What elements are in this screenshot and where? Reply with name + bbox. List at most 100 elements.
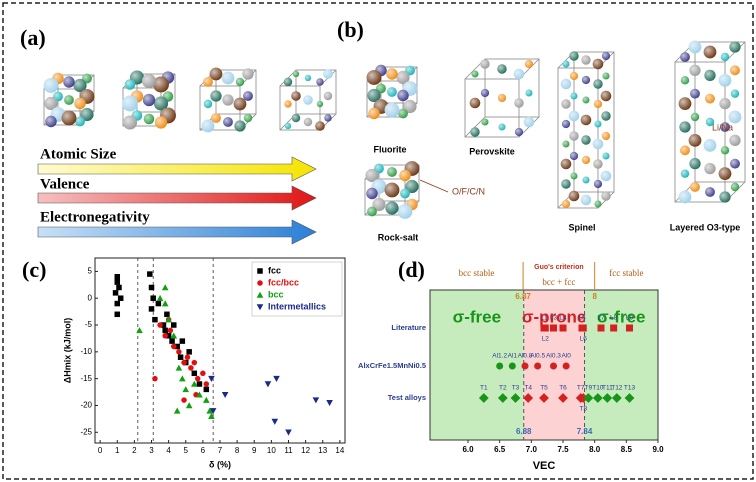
point-label: L7: [597, 315, 605, 322]
guo-bound-label: 8: [592, 292, 597, 301]
marker: [156, 294, 164, 301]
marker: [285, 429, 292, 436]
x-tick-label: 6.5: [494, 445, 506, 454]
atom-shine: [600, 170, 612, 182]
sigma-bound-label: 7.84: [577, 427, 593, 436]
atom-shine: [73, 78, 87, 93]
atom-shine: [283, 77, 293, 87]
atom-shine: [397, 204, 413, 219]
atom-shine: [680, 145, 690, 156]
atom-shine: [233, 97, 247, 111]
atom-shine: [80, 107, 94, 122]
atom-shine: [720, 52, 730, 62]
atom-shine: [688, 133, 702, 147]
atom-shine: [602, 152, 610, 160]
atom-shine: [223, 117, 233, 127]
marker: [114, 279, 121, 285]
marker: [170, 332, 178, 339]
atom-shine: [74, 97, 86, 110]
atom-shine: [678, 97, 692, 111]
marker: [626, 324, 633, 332]
marker: [185, 402, 193, 409]
point-label: Al0.8: [518, 353, 533, 360]
atom-shine: [600, 90, 612, 102]
legend-marker: [256, 291, 264, 298]
marker: [203, 396, 210, 403]
atom-shine: [720, 122, 730, 132]
atom-shine: [569, 131, 579, 141]
marker: [117, 295, 124, 301]
atom-shine: [524, 59, 534, 69]
marker: [162, 327, 168, 334]
atom-shine: [324, 114, 332, 122]
x-tick-label: 2: [132, 446, 137, 455]
x-tick-label: 3: [149, 446, 154, 455]
marker: [208, 375, 215, 382]
point-label: T6: [559, 385, 567, 392]
atom-shine: [366, 70, 382, 85]
x-tick-label: 6.0: [462, 445, 474, 454]
atom-shine: [581, 135, 591, 145]
atom-shine: [728, 110, 742, 124]
marker: [147, 271, 153, 277]
atom-shine: [243, 91, 253, 101]
marker: [209, 408, 217, 415]
atom-shine: [235, 77, 245, 87]
atom-shine: [601, 191, 611, 201]
atom-shine: [210, 90, 222, 102]
point-label: L9: [626, 315, 634, 322]
marker: [206, 407, 214, 414]
row-label: AlxCrFe1.5MnNi0.5: [358, 361, 426, 370]
atom-shine: [61, 110, 77, 126]
legend-marker: [257, 268, 263, 274]
atom-shine: [719, 191, 731, 203]
atom-shine: [291, 113, 301, 123]
structure-label: Perovskite: [469, 146, 515, 156]
legend-label: Intermetallics: [268, 301, 326, 311]
marker: [169, 338, 175, 344]
point-label: T12: [611, 385, 623, 392]
legend-label: fcc: [268, 265, 281, 275]
point-label: Al1: [508, 353, 518, 360]
x-tick-label: 0: [98, 446, 103, 455]
point-label: T2: [499, 385, 507, 392]
marker: [579, 324, 587, 332]
atom-shine: [730, 65, 740, 76]
atom-shine: [367, 206, 377, 217]
cell-edge: [694, 41, 746, 183]
point-label: Al1.2: [492, 353, 507, 360]
point-label: T4: [524, 385, 532, 392]
marker: [148, 306, 155, 312]
marker: [148, 284, 155, 291]
atom-shine: [387, 167, 397, 177]
atom-shine: [561, 99, 571, 109]
plot-frame: [429, 289, 659, 441]
arrow: [37, 185, 317, 211]
marker: [510, 393, 521, 403]
cell-edge: [674, 61, 726, 203]
atom-shine: [469, 97, 481, 109]
atom-shine: [580, 194, 592, 206]
marker: [161, 300, 169, 307]
atom-shine: [704, 69, 716, 81]
atom-shine: [594, 120, 602, 128]
point-label: L3: [550, 315, 558, 322]
marker: [203, 386, 210, 393]
atom-shine: [592, 58, 604, 70]
atom-shine: [203, 99, 213, 109]
point-label: Al0.5: [530, 353, 545, 360]
marker: [182, 386, 190, 393]
marker: [558, 393, 568, 403]
atom-shine: [569, 51, 579, 61]
atom-shine: [569, 71, 579, 81]
atom-shine: [304, 74, 312, 82]
marker: [171, 322, 177, 328]
legend-box: [251, 261, 343, 317]
marker: [273, 375, 280, 382]
marker: [271, 418, 279, 425]
atom-shine: [154, 116, 168, 129]
atom-shine: [570, 172, 578, 180]
sigma-bound-label: 6.88: [516, 427, 532, 436]
atom-shine: [64, 95, 74, 105]
marker: [200, 370, 206, 377]
